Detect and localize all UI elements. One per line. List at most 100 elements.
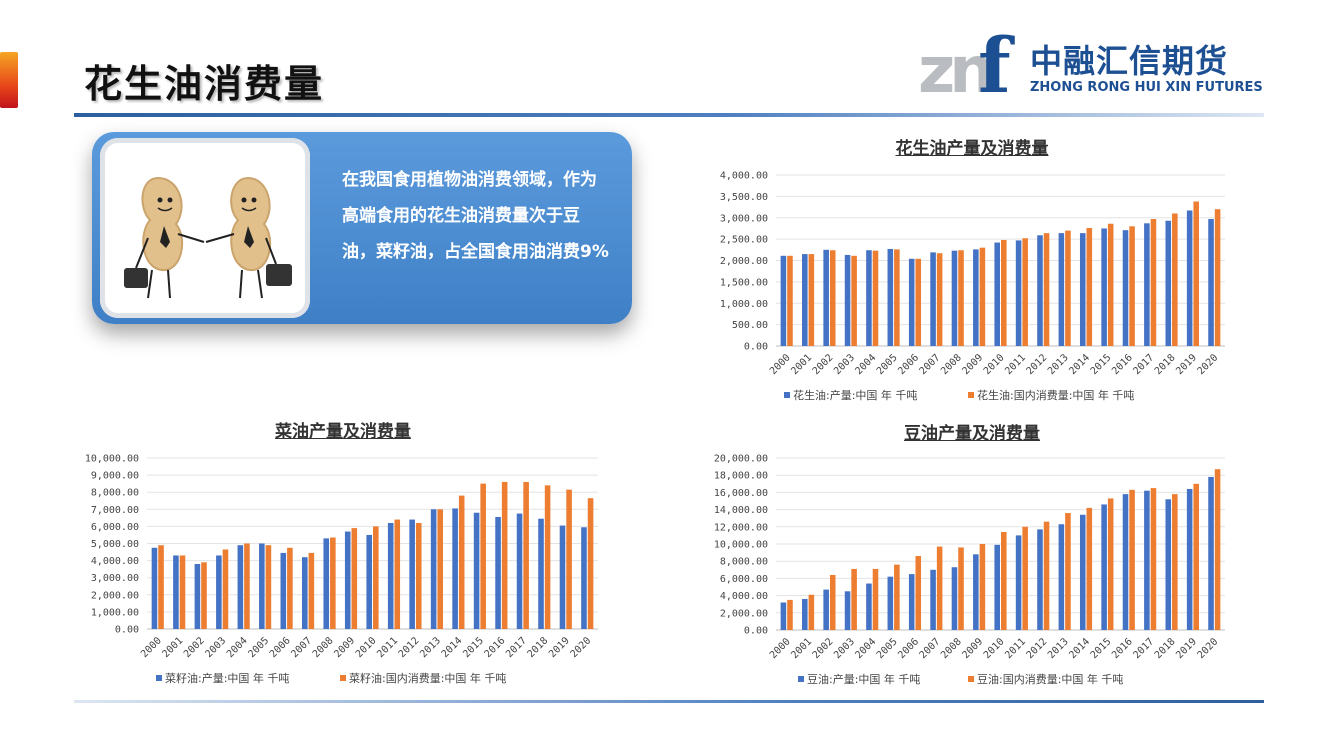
x-tick-label: 2003 [203,635,228,660]
production-bar-2012 [409,519,415,629]
x-tick-label: 2009 [960,636,985,661]
consumption-bar-2018 [1172,213,1178,346]
x-tick-label: 2011 [375,635,400,660]
production-bar-2014 [1079,514,1086,630]
consumption-bar-2005 [894,564,900,630]
x-tick-label: 2018 [526,635,551,660]
legend-label: 菜籽油:产量:中国 年 千吨 [165,671,289,685]
y-tick-label: 0.00 [744,342,768,353]
x-tick-label: 2006 [896,352,921,377]
y-tick-label: 3,000.00 [91,573,139,584]
x-tick-label: 2016 [1110,352,1135,377]
consumption-bar-2014 [458,495,465,629]
callout-text: 在我国食用植物油消费领域，作为高端食用的花生油消费量次于豆油，菜籽油，占全国食用… [342,170,609,262]
consumption-bar-2010 [1001,239,1007,346]
y-tick-label: 4,000.00 [720,171,768,182]
y-tick-label: 14,000.00 [714,505,768,516]
consumption-bar-2009 [351,528,358,629]
production-bar-2008 [323,538,330,629]
production-bar-2002 [823,589,829,630]
consumption-bar-2016 [1129,489,1135,630]
consumption-bar-2019 [1193,483,1199,630]
y-tick-label: 10,000.00 [714,540,768,551]
x-tick-label: 2014 [1067,352,1092,377]
consumption-bar-2020 [1214,209,1221,346]
production-bar-2003 [844,591,851,630]
x-tick-label: 2012 [1025,636,1050,661]
production-bar-2013 [1058,233,1065,346]
consumption-bar-2003 [851,255,857,346]
production-bar-2001 [802,599,808,630]
production-bar-2018 [1165,499,1172,630]
y-tick-label: 8,000.00 [91,488,139,499]
production-bar-2019 [559,525,566,629]
x-tick-label: 2001 [789,636,814,661]
x-tick-label: 2012 [1025,352,1050,377]
production-bar-2018 [1165,220,1172,346]
production-bar-2019 [1186,488,1193,630]
production-bar-2010 [366,534,372,629]
x-tick-label: 2002 [811,636,836,661]
production-bar-2011 [387,522,394,629]
production-bar-2007 [930,569,936,630]
consumption-bar-2020 [587,498,594,629]
footer-divider [74,700,1264,703]
x-tick-label: 2005 [875,352,900,377]
legend-swatch [156,675,162,681]
consumption-bar-2002 [829,250,836,346]
x-tick-label: 2013 [1046,636,1071,661]
production-bar-2007 [301,557,308,629]
consumption-bar-2000 [787,255,793,346]
production-bar-2018 [538,518,544,629]
production-bar-2009 [344,531,351,629]
production-bar-2000 [151,547,158,629]
consumption-bar-2013 [1065,230,1071,346]
production-bar-2020 [1208,219,1214,346]
x-tick-label: 2019 [1174,636,1199,661]
x-tick-label: 2014 [440,635,465,660]
consumption-bar-2001 [179,555,186,629]
legend-swatch [968,392,974,398]
accent-bar [0,52,18,108]
x-tick-label: 2016 [1110,636,1135,661]
consumption-bar-2016 [501,481,508,629]
production-bar-2008 [951,567,958,630]
x-tick-label: 2015 [1089,636,1114,661]
production-bar-2019 [1186,210,1193,346]
logo-english-name: ZHONG RONG HUI XIN FUTURES [1030,80,1263,95]
page-title: 花生油消费量 [84,62,325,106]
y-tick-label: 1,000.00 [720,299,768,310]
consumption-bar-2014 [1086,507,1093,630]
production-bar-2003 [216,555,222,629]
x-tick-label: 2004 [854,636,879,661]
production-bar-2015 [1101,504,1107,630]
y-tick-label: 10,000.00 [85,454,139,465]
production-bar-2020 [1208,476,1214,630]
x-tick-label: 2008 [939,352,964,377]
chart-title-soybean: 豆油产量及消费量 [904,424,1040,444]
consumption-bar-2004 [244,543,250,629]
soybean-oil-bar-chart: 0.00 2,000.00 4,000.00 6,000.00 8,000.00 10,0… [714,454,1225,686]
consumption-bar-2008 [330,537,336,629]
x-tick-label: 2000 [139,635,164,660]
x-tick-label: 2017 [1131,352,1156,377]
chart-title-peanut: 花生油产量及消费量 [895,139,1049,159]
rapeseed-oil-bar-chart: 0.00 1,000.00 2,000.00 3,000.00 4,000.00 5,00… [85,454,598,685]
y-tick-label: 5,000.00 [91,539,139,550]
y-tick-label: 1,500.00 [720,277,768,288]
production-bar-2014 [1079,233,1086,346]
consumption-bar-2008 [958,250,964,346]
consumption-bar-2002 [829,574,836,630]
x-tick-label: 2001 [161,635,186,660]
peanut-handshake-image [100,138,310,318]
production-bar-2016 [1122,494,1129,630]
x-tick-label: 2007 [289,635,314,660]
consumption-bar-2018 [1172,494,1178,630]
consumption-bar-2017 [1150,488,1157,630]
y-tick-label: 3,000.00 [720,213,768,224]
production-bar-2005 [259,543,265,629]
production-bar-2012 [1037,529,1043,630]
production-bar-2017 [1144,223,1150,346]
consumption-bar-2010 [1001,531,1007,630]
production-bar-2009 [973,554,979,630]
